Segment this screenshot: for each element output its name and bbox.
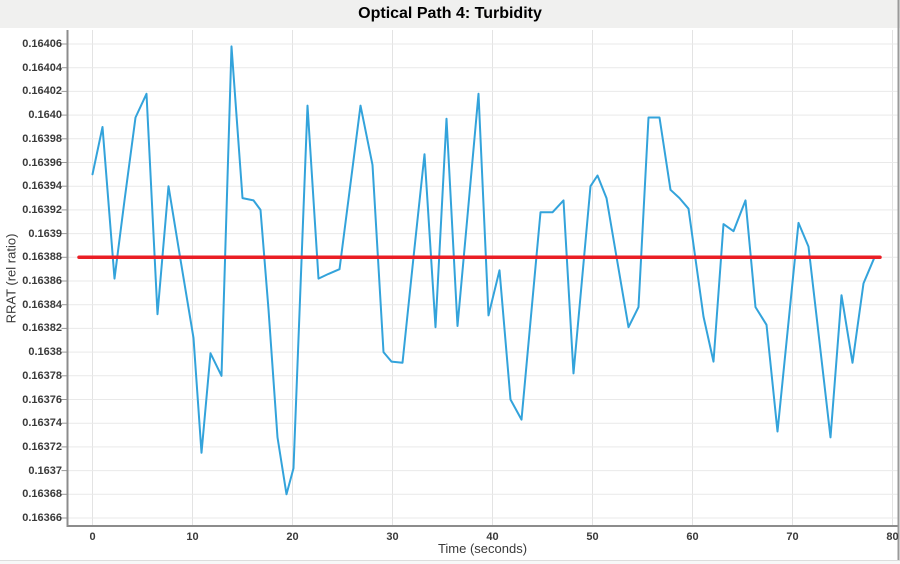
turbidity-rrat-series	[91, 45, 876, 496]
y-tick-label: 0.16378	[22, 369, 62, 382]
y-tick-label: 0.16372	[22, 440, 62, 453]
y-tick-label: 0.16384	[22, 298, 62, 311]
y-tick-label: 0.16376	[22, 393, 62, 406]
x-tick-label: 20	[286, 531, 299, 543]
y-tick-label: 0.16404	[22, 61, 62, 74]
y-tick-label: 0.16374	[22, 417, 62, 430]
chart-title: Optical Path 4: Turbidity	[358, 5, 542, 22]
footer-strip	[0, 560, 900, 564]
x-tick-label: 70	[786, 531, 799, 543]
x-tick-label: 40	[486, 531, 499, 543]
y-tick-label: 0.1637	[28, 464, 62, 477]
x-axis-title: Time (seconds)	[437, 541, 528, 556]
y-tick-label: 0.16382	[22, 322, 62, 335]
y-axis-title: RRAT (rel ratio)	[3, 233, 19, 324]
x-tick-label: 60	[686, 531, 699, 543]
y-tick-label: 0.16398	[22, 132, 62, 145]
x-tick-label: 30	[386, 531, 399, 543]
y-tick-label: 0.16402	[22, 85, 62, 98]
x-tick-label: 0	[89, 531, 96, 543]
y-tick-label: 0.16396	[22, 156, 62, 169]
y-tick-label: 0.1638	[28, 346, 62, 359]
y-tick-label: 0.1639	[28, 227, 62, 240]
x-tick-label: 80	[886, 531, 899, 543]
y-tick-label: 0.16368	[22, 488, 62, 501]
x-tick-label: 50	[586, 531, 599, 543]
y-tick-label: 0.16388	[22, 251, 62, 264]
chart-header: Optical Path 4: Turbidity	[0, 0, 900, 28]
y-tick-label: 0.16386	[22, 275, 62, 287]
y-tick-label: 0.16392	[22, 203, 62, 216]
y-tick-label: 0.16394	[22, 180, 62, 193]
x-tick-label: 10	[186, 531, 199, 543]
y-tick-label: 0.1640	[28, 109, 62, 122]
y-tick-label: 0.16366	[22, 512, 62, 524]
y-tick-label: 0.16406	[22, 38, 62, 50]
